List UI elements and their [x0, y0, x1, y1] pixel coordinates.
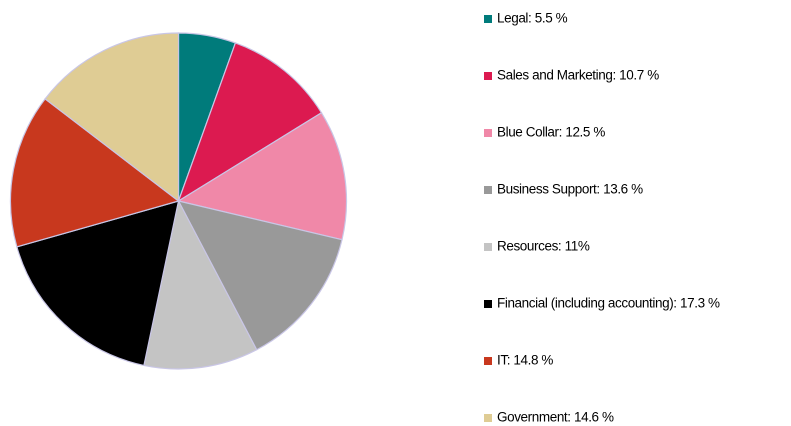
legend-label: Sales and Marketing: 10.7 % [497, 68, 659, 83]
legend-label: Government: 14.6 % [497, 410, 614, 425]
legend-swatch [484, 129, 492, 137]
legend-label: Blue Collar: 12.5 % [497, 125, 605, 140]
legend-label: Financial (including accounting): 17.3 % [497, 296, 720, 311]
legend-label: Resources: 11% [497, 239, 590, 254]
legend-label: Business Support: 13.6 % [497, 182, 643, 197]
legend-swatch [484, 300, 492, 308]
legend-label: Legal: 5.5 % [497, 11, 568, 26]
legend-swatch [484, 186, 492, 194]
pie-slice [16, 200, 180, 367]
pie-slice [177, 42, 323, 203]
pie-slice [44, 32, 180, 203]
legend-swatch [484, 72, 492, 80]
pie-slice [9, 98, 180, 248]
legend-swatch [484, 357, 492, 365]
pie-slice [176, 111, 348, 241]
pie-slice [177, 200, 343, 351]
legend-label: IT: 14.8 % [497, 353, 553, 368]
pie-slice [143, 199, 258, 370]
legend-swatch [484, 15, 492, 23]
legend-swatch [484, 243, 492, 251]
legend-swatch [484, 414, 492, 422]
